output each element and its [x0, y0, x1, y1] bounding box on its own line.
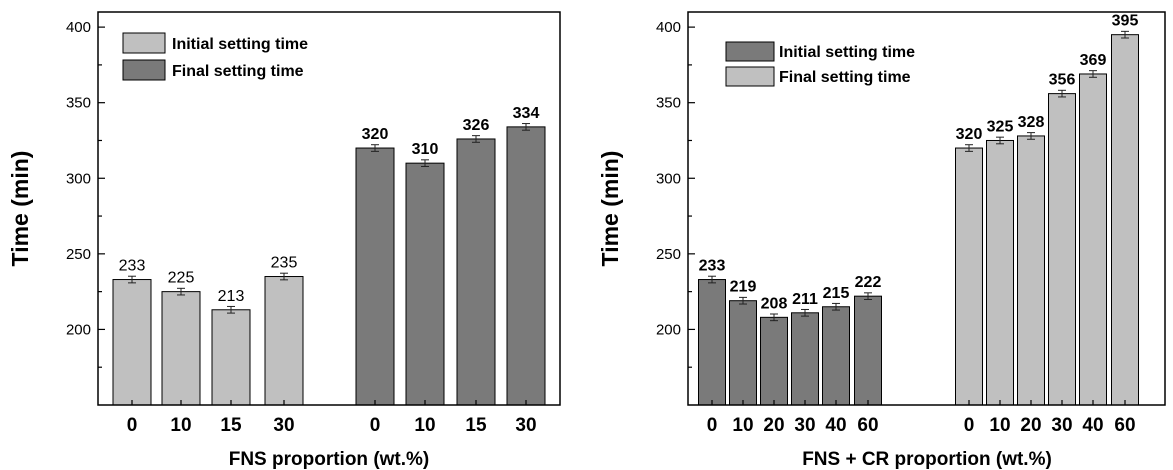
plot-frame: [97, 11, 561, 406]
legend-label: Final setting time: [172, 63, 304, 80]
legend-label: Initial setting time: [779, 44, 915, 61]
bar: [1017, 135, 1045, 406]
x-tick-label: 40: [1082, 415, 1103, 436]
data-label: 326: [463, 117, 490, 134]
y-tick-label: 300: [66, 170, 91, 187]
data-label: 320: [362, 126, 389, 143]
x-tick-label: 0: [964, 415, 975, 436]
bar: [698, 279, 726, 406]
bar: [161, 291, 201, 406]
y-tick-label: 250: [66, 246, 91, 263]
data-label: 211: [792, 291, 818, 308]
bar: [822, 306, 850, 406]
bar: [729, 300, 757, 406]
legend-swatch: [122, 32, 166, 54]
bar: [355, 147, 395, 406]
data-label: 233: [699, 258, 726, 275]
x-tick-label: 10: [170, 415, 191, 436]
bar: [986, 139, 1014, 406]
data-label: 208: [761, 295, 788, 312]
bar: [1048, 93, 1076, 406]
bar: [211, 309, 251, 406]
data-label: 235: [271, 255, 298, 272]
data-label: 395: [1112, 13, 1139, 30]
x-tick-label: 30: [273, 415, 294, 436]
y-tick-label: 400: [66, 19, 91, 36]
x-tick-label: 60: [1114, 415, 1135, 436]
bar: [405, 162, 445, 406]
y-tick-label: 300: [656, 170, 681, 187]
plot-frame: [687, 11, 1166, 406]
x-tick-label: 30: [794, 415, 815, 436]
legend-label: Initial setting time: [172, 36, 308, 53]
x-axis-title: FNS proportion (wt.%): [229, 449, 430, 470]
bar: [456, 138, 496, 406]
data-label: 225: [168, 270, 195, 287]
y-tick-label: 250: [656, 246, 681, 263]
bar: [264, 276, 304, 406]
x-tick-label: 20: [1020, 415, 1041, 436]
chart-panel-2: 233 0 219 10 208 20 211 30 215 40 222 60 320 0 325 10 32…: [597, 11, 1166, 470]
data-label: 334: [513, 105, 540, 122]
y-tick-label: 350: [66, 95, 91, 112]
x-tick-label: 30: [515, 415, 536, 436]
data-label: 222: [855, 274, 882, 291]
data-label: 215: [823, 285, 850, 302]
x-tick-label: 0: [127, 415, 138, 436]
x-tick-label: 40: [825, 415, 846, 436]
legend: Initial setting time Final setting time: [122, 32, 308, 81]
bar: [791, 312, 819, 406]
x-axis-title: FNS + CR proportion (wt.%): [802, 449, 1052, 470]
x-tick-label: 10: [414, 415, 435, 436]
data-label: 219: [730, 279, 757, 296]
y-axis-title: Time (min): [7, 151, 33, 267]
x-tick-label: 30: [1051, 415, 1072, 436]
bar: [955, 147, 983, 406]
legend-swatch: [725, 66, 775, 87]
x-tick-label: 10: [732, 415, 753, 436]
x-tick-label: 15: [220, 415, 242, 436]
data-label: 325: [987, 118, 1014, 135]
bar: [112, 279, 152, 406]
y-tick-label: 200: [66, 321, 91, 338]
data-label: 369: [1080, 52, 1107, 69]
x-tick-label: 0: [370, 415, 381, 436]
data-label: 356: [1049, 72, 1076, 89]
legend: Initial setting time Final setting time: [725, 41, 915, 87]
x-tick-label: 60: [857, 415, 878, 436]
legend-swatch: [122, 59, 166, 81]
data-label: 328: [1018, 114, 1045, 131]
legend-label: Final setting time: [779, 69, 911, 86]
bar: [760, 316, 788, 406]
y-tick-label: 350: [656, 95, 681, 112]
x-tick-label: 0: [707, 415, 718, 436]
bar: [854, 295, 882, 406]
y-tick-label: 400: [656, 19, 681, 36]
bar: [1111, 34, 1139, 406]
x-tick-label: 20: [763, 415, 784, 436]
legend-swatch: [725, 41, 775, 62]
x-tick-label: 15: [465, 415, 487, 436]
data-label: 213: [218, 288, 245, 305]
chart-panel-1: 233 0 225 10 213 15 235 30 320 0 310 10 326 15 334 30 20…: [7, 11, 561, 470]
y-axis-title: Time (min): [597, 151, 623, 267]
y-tick-label: 200: [656, 321, 681, 338]
data-label: 233: [119, 258, 146, 275]
data-label: 310: [412, 141, 439, 158]
x-tick-label: 10: [989, 415, 1010, 436]
bar: [1079, 73, 1107, 406]
bar: [506, 126, 546, 406]
data-label: 320: [956, 126, 983, 143]
